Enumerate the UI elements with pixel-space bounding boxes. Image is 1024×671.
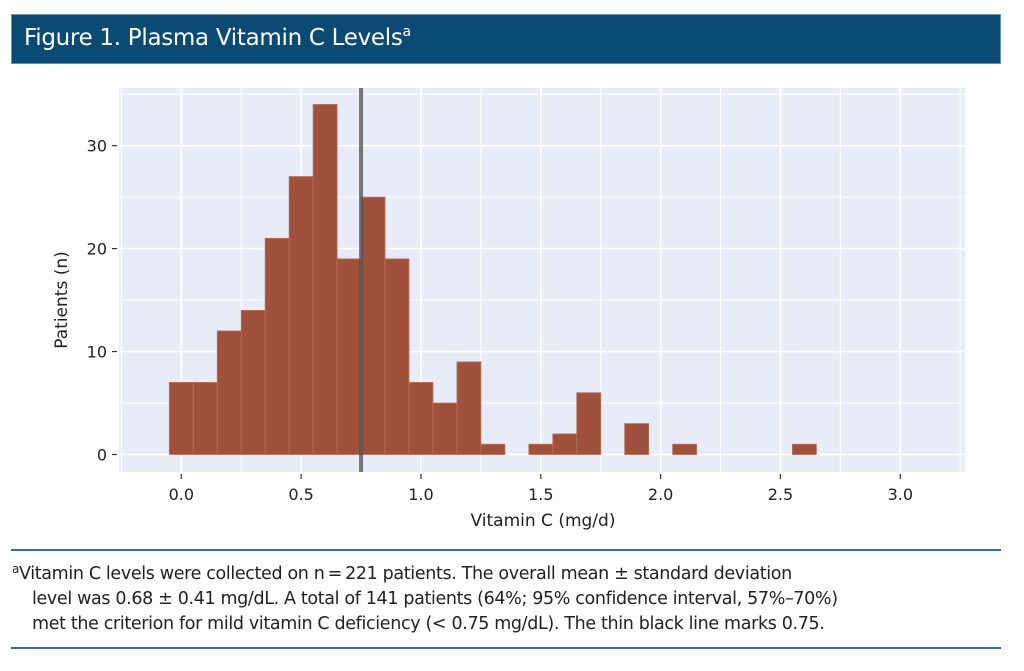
x-tick-label: 3.0 [888,485,913,504]
x-tick-label: 2.5 [768,485,793,504]
histogram-bar [576,392,602,455]
histogram-bar [456,361,482,455]
histogram-bar [792,443,817,455]
footnote-text-1: Vitamin C levels were collected on n = 2… [19,564,792,584]
y-tick-label: 20 [87,240,107,259]
histogram-bar [216,330,242,455]
histogram-bar [408,382,434,455]
histogram-bar [264,237,290,455]
footnote: aVitamin C levels were collected on n = … [12,557,1002,637]
x-tick-label: 2.0 [648,485,673,504]
x-axis-ticks: 0.0 0.5 1.0 1.5 2.0 2.5 3.0 [169,474,913,504]
footnote-line-2: level was 0.68 ± 0.41 mg/dL. A total of … [32,589,838,609]
histogram-chart: 0.0 0.5 1.0 1.5 2.0 2.5 3.0 0 10 20 30 Vitamin C … [52,88,965,531]
footnote-top-rule [11,549,1001,551]
y-tick-label: 10 [87,343,107,362]
footnote-marker: a [12,562,20,576]
histogram-bar [552,433,578,455]
footnote-line-3: met the criterion for mild vitamin C def… [32,614,825,634]
histogram-bar [672,443,697,455]
histogram-bar [312,104,338,455]
x-tick-label: 0.0 [169,485,194,504]
x-tick-label: 0.5 [288,485,313,504]
histogram-bar [360,196,386,455]
y-tick-label: 0 [97,445,107,464]
x-tick-label: 1.5 [528,485,553,504]
histogram-bar [240,309,266,455]
histogram-bar [384,258,410,455]
histogram-bar [168,382,194,455]
y-axis-ticks: 0 10 20 30 [87,137,117,464]
histogram-bar [288,176,314,455]
figure-title: Figure 1. Plasma Vitamin C Levelsa [24,24,411,51]
x-axis-label: Vitamin C (mg/d) [471,511,616,531]
title-footnote-marker: a [402,24,412,40]
histogram-bar [624,423,650,455]
histogram-bar [336,258,362,455]
figure-title-text: Figure 1. Plasma Vitamin C Levels [24,25,403,51]
footnote-bottom-rule [11,647,1001,649]
x-tick-label: 1.0 [408,485,433,504]
histogram-bar [432,402,458,455]
histogram-bar [528,443,554,455]
histogram-bar [480,443,506,455]
y-tick-label: 30 [87,137,107,156]
histogram-bar [192,382,218,455]
y-axis-label: Patients (n) [52,251,72,349]
histogram-bars [168,104,817,455]
footnote-line-1: aVitamin C levels were collected on n = … [12,557,1002,587]
figure-header: Figure 1. Plasma Vitamin C Levelsa [11,14,1001,64]
